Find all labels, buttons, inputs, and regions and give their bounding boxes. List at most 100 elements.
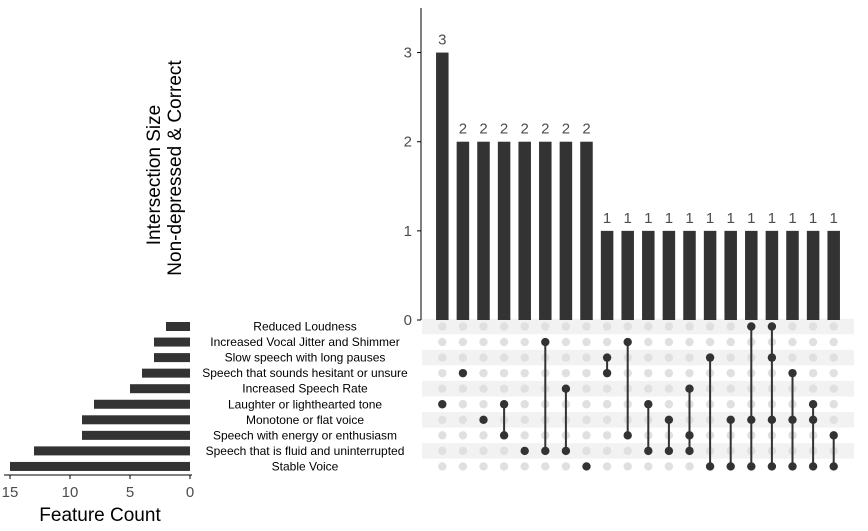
matrix-dot-inactive [602, 337, 612, 347]
y-axis-title-line1: Intersection Size [144, 105, 165, 245]
matrix-dots [438, 322, 838, 471]
matrix-dot-inactive [458, 431, 468, 440]
row-shade [422, 380, 854, 397]
intersection-bar-label: 1 [644, 210, 652, 227]
row-shade [422, 349, 854, 366]
set-tick-labels: 15 10 5 0 [2, 484, 195, 501]
matrix-dot-inactive [479, 384, 488, 393]
matrix-dot-inactive [829, 384, 838, 393]
set-bar [34, 446, 190, 456]
y-axis-title-line2: Non-depressed & Correct [165, 60, 186, 276]
matrix-dot-inactive [788, 353, 797, 362]
intersection-bar-label: 1 [747, 210, 755, 227]
matrix-dot-inactive [561, 368, 571, 378]
matrix-dot-active [520, 446, 529, 456]
matrix-dot-inactive [479, 337, 488, 347]
intersection-bar [436, 52, 449, 320]
intersection-bar-label: 2 [541, 121, 549, 138]
matrix-links [503, 326, 835, 467]
matrix-dot-inactive [705, 337, 715, 347]
matrix-dot-inactive [602, 400, 612, 409]
matrix-dot-inactive [808, 384, 818, 393]
matrix-dot-inactive [664, 337, 674, 347]
intersection-bar [539, 141, 552, 320]
set-tick-label: 0 [186, 484, 194, 501]
intersection-bar-label: 2 [582, 121, 590, 138]
set-bar [94, 399, 190, 409]
matrix-dot-inactive [664, 400, 674, 409]
intersection-bar [621, 230, 634, 320]
matrix-dot-inactive [582, 400, 591, 409]
set-bar [82, 430, 190, 440]
matrix-dot-inactive [788, 322, 797, 331]
matrix-dot-inactive [499, 353, 509, 362]
matrix-dot-inactive [582, 322, 591, 331]
matrix-dot-inactive [438, 368, 447, 378]
matrix-dot-inactive [685, 368, 694, 378]
matrix-dot-inactive [582, 353, 591, 362]
matrix-dot-inactive [458, 337, 468, 347]
matrix-dot-inactive [726, 353, 735, 362]
row-shade [422, 443, 854, 459]
matrix-dot-inactive [664, 368, 674, 378]
matrix-dot-inactive [664, 384, 674, 393]
matrix-dot-inactive [438, 322, 447, 331]
intersection-bar [477, 141, 490, 320]
matrix-dot-active [788, 368, 797, 378]
matrix-dot-inactive [829, 337, 838, 347]
matrix-dot-inactive [458, 462, 468, 471]
intersection-bar-label: 1 [809, 210, 817, 227]
matrix-dot-active [602, 353, 612, 362]
intersection-bar-label: 2 [479, 121, 487, 138]
matrix-dot-inactive [438, 384, 447, 393]
set-name-label: Speech that is fluid and uninterrupted [206, 444, 405, 458]
intersection-bar-label: 1 [624, 210, 632, 227]
matrix-dot-inactive [499, 337, 509, 347]
intersection-bar [827, 230, 840, 320]
intersection-bar-label: 1 [830, 210, 838, 227]
matrix-dot-inactive [829, 415, 838, 424]
y-tick-label: 1 [404, 223, 412, 240]
matrix-dot-inactive [438, 446, 447, 456]
matrix-dot-inactive [664, 322, 674, 331]
intersection-bar-label: 2 [459, 121, 467, 138]
intersection-bar-label: 1 [727, 210, 735, 227]
matrix-dot-inactive [541, 462, 550, 471]
set-name-label: Increased Speech Rate [242, 382, 368, 396]
intersection-bar [703, 230, 717, 320]
set-name-label: Speech with energy or enthusiasm [213, 428, 397, 442]
intersection-bar [600, 230, 614, 320]
matrix-dot-inactive [520, 337, 529, 347]
intersection-bar [580, 141, 593, 320]
matrix-dot-inactive [458, 384, 468, 393]
matrix-dot-inactive [685, 462, 694, 471]
matrix-dot-inactive [520, 384, 529, 393]
matrix-dot-inactive [438, 431, 447, 440]
intersection-bar [497, 141, 511, 320]
y-axis-title: Intersection Size Non-depressed & Correc… [144, 60, 186, 276]
matrix-dot-inactive [602, 322, 612, 331]
set-axis-title: Feature Count [39, 505, 161, 526]
matrix-dot-inactive [561, 337, 571, 347]
matrix-dot-inactive [479, 446, 488, 456]
set-size-axis [4, 474, 192, 479]
matrix-dot-inactive [726, 322, 735, 331]
intersection-bar-label: 2 [562, 121, 570, 138]
intersection-bar-label: 1 [603, 210, 611, 227]
matrix-dot-inactive [479, 368, 488, 378]
matrix-dot-inactive [726, 400, 735, 409]
matrix-dot-inactive [788, 337, 797, 347]
matrix-dot-active [829, 431, 838, 440]
row-shade [422, 412, 854, 428]
intersection-y-axis [417, 8, 422, 321]
set-name-label: Speech that sounds hesitant or unsure [202, 366, 408, 380]
set-bar [130, 384, 190, 394]
matrix-dot-inactive [520, 322, 529, 331]
matrix-dot-inactive [479, 353, 488, 362]
intersection-bar-label: 3 [438, 32, 446, 49]
matrix-dot-inactive [685, 337, 694, 347]
intersection-bar-label: 2 [500, 121, 508, 138]
matrix-dot-inactive [458, 446, 468, 456]
matrix-dot-inactive [602, 462, 612, 471]
matrix-dot-inactive [808, 353, 818, 362]
